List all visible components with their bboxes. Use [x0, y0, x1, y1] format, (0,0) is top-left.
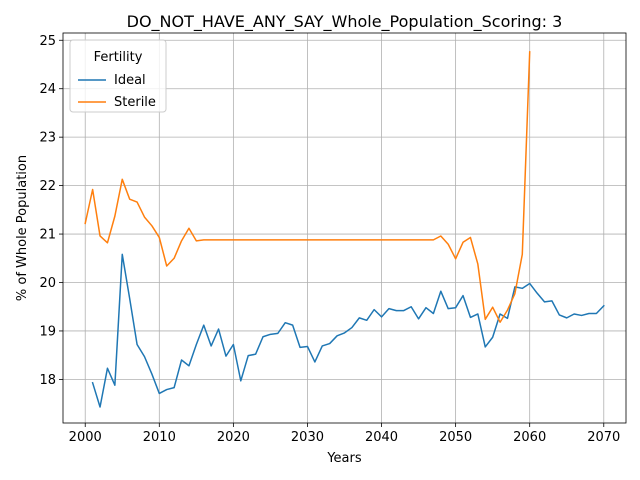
y-axis-label: % of Whole Population	[15, 155, 30, 301]
axis-ticks: 2000 2010 2020 2030 2040 2050 2060 2070 18 19 20 21…	[39, 34, 620, 445]
x-tick-label: 2050	[439, 430, 472, 445]
x-tick-label: 2060	[513, 430, 546, 445]
y-tick-label: 22	[39, 179, 56, 194]
x-tick-label: 2020	[217, 430, 250, 445]
legend-label-sterile: Sterile	[114, 95, 156, 110]
legend-box	[69, 39, 167, 113]
x-axis-label: Years	[326, 451, 362, 466]
y-tick-label: 25	[39, 34, 56, 49]
y-tick-label: 19	[39, 324, 56, 339]
y-tick-label: 23	[39, 131, 56, 146]
grid	[63, 33, 626, 423]
legend-title: Fertility	[94, 50, 143, 65]
series-line-sterile	[84, 51, 531, 323]
y-tick-label: 24	[39, 82, 56, 97]
y-tick-label: 21	[39, 228, 56, 243]
plot-frame	[62, 32, 627, 424]
x-tick-label: 2040	[365, 430, 398, 445]
series-lines	[84, 51, 605, 408]
chart-title: DO_NOT_HAVE_ANY_SAY_Whole_Population_Sco…	[127, 12, 563, 32]
x-tick-label: 2030	[291, 430, 324, 445]
series-line-ideal	[91, 253, 605, 408]
legend: Fertility Ideal Sterile	[69, 39, 167, 113]
x-tick-label: 2000	[69, 430, 102, 445]
legend-label-ideal: Ideal	[114, 73, 146, 88]
x-tick-label: 2010	[143, 430, 176, 445]
y-tick-label: 18	[39, 373, 56, 388]
x-tick-label: 2070	[587, 430, 620, 445]
y-tick-label: 20	[39, 276, 56, 291]
